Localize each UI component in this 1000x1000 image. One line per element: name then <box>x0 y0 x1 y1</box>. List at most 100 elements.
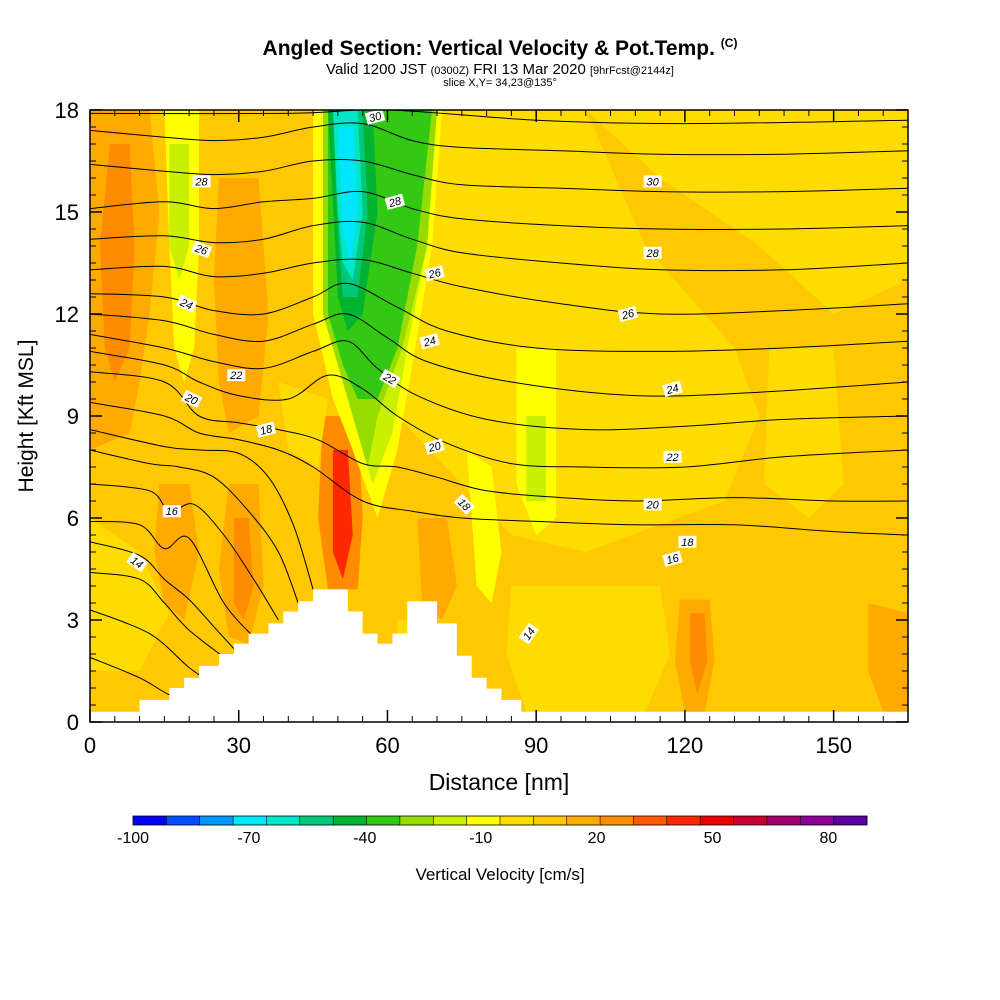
theta-label-box <box>518 622 539 645</box>
theta-label-box <box>255 421 277 438</box>
theta-label-box <box>192 175 211 188</box>
x-tick-label: 90 <box>524 733 548 758</box>
colorbar-swatch <box>533 816 568 825</box>
plot-area: 1416182022242628302826242220181430282624… <box>90 110 908 722</box>
colorbar-swatch <box>366 816 401 825</box>
colorbar-swatch <box>800 816 834 825</box>
theta-label-box <box>180 389 203 409</box>
theta-contour <box>90 350 908 469</box>
theta-label: 24 <box>662 380 683 397</box>
chart-subtitle: Valid 1200 JST (0300Z) FRI 13 Mar 2020 [… <box>0 61 1000 78</box>
theta-label: 22 <box>379 368 401 389</box>
colorbar-swatch <box>233 816 267 825</box>
colorbar-swatch <box>433 816 467 825</box>
theta-label: 26 <box>424 265 445 282</box>
theta-contour <box>90 258 908 315</box>
colorbar-swatch <box>766 816 801 825</box>
theta-label: 22 <box>663 450 682 464</box>
theta-label-box <box>643 175 662 188</box>
colorbar-tick-label: -10 <box>469 830 492 847</box>
colorbar-tick-label: 20 <box>588 830 606 847</box>
y-tick-label: 6 <box>67 506 79 531</box>
theta-label-text: 20 <box>426 440 443 455</box>
velocity-region <box>689 613 708 695</box>
theta-label: 26 <box>617 305 639 323</box>
chart-title-text: Angled Section: Vertical Velocity & Pot.… <box>262 37 715 60</box>
theta-label-box <box>364 110 386 125</box>
slice-label: slice X,Y= 34,23@135° <box>443 77 557 89</box>
theta-label-box <box>379 368 401 389</box>
x-tick-label: 150 <box>815 733 852 758</box>
colorbar-swatch <box>633 816 668 825</box>
y-tick-label: 18 <box>55 98 79 123</box>
theta-label-text: 18 <box>259 423 275 438</box>
theta-label-box <box>227 369 246 382</box>
colorbar-swatch <box>833 816 868 825</box>
colorbar-swatch <box>266 816 301 825</box>
x-tick-label: 60 <box>375 733 399 758</box>
theta-contour <box>90 371 908 502</box>
theta-label-box <box>663 450 682 463</box>
theta-label: 20 <box>424 438 445 455</box>
theta-label-text: 18 <box>681 537 694 549</box>
theta-label-box <box>191 240 213 259</box>
theta-label-text: 26 <box>192 242 209 258</box>
theta-label-text: 30 <box>647 176 660 188</box>
theta-contour <box>90 122 908 156</box>
theta-label-text: 24 <box>177 296 194 312</box>
x-axis-label: Distance [nm] <box>429 769 570 795</box>
theta-contour <box>90 110 908 125</box>
theta-contour <box>90 313 908 397</box>
theta-label-box <box>662 380 683 397</box>
colorbar-swatch <box>666 816 701 825</box>
colorbar-tick-label: 80 <box>819 830 837 847</box>
velocity-region <box>337 127 358 263</box>
theta-label: 22 <box>227 369 246 382</box>
theta-contour <box>90 190 908 230</box>
theta-label: 18 <box>255 421 277 438</box>
terrain <box>90 589 908 722</box>
theta-label-text: 14 <box>521 626 538 643</box>
theta-label: 18 <box>678 535 697 549</box>
colorbar-swatch <box>399 816 434 825</box>
colorbar-swatch <box>733 816 768 825</box>
chart-title: Angled Section: Vertical Velocity & Pot.… <box>0 36 1000 61</box>
x-tick-label: 120 <box>667 733 704 758</box>
y-axis-label: Height [Kft MSL] <box>15 340 38 493</box>
velocity-region <box>332 450 353 580</box>
theta-label-text: 30 <box>368 110 384 125</box>
theta-contour <box>90 282 908 352</box>
theta-label: 14 <box>518 622 539 645</box>
theta-label-text: 16 <box>665 552 681 567</box>
colorbar-swatch <box>199 816 234 825</box>
colorbar-swatch <box>299 816 334 825</box>
subtitle-forecast: [9hrFcst@2144z] <box>590 65 674 77</box>
y-tick-label: 15 <box>55 200 79 225</box>
theta-label-box <box>678 535 697 548</box>
y-tick-label: 0 <box>67 710 79 735</box>
velocity-region <box>506 586 671 712</box>
theta-label-box <box>126 552 148 573</box>
theta-label-box <box>384 193 406 210</box>
y-tick-label: 12 <box>55 302 79 327</box>
velocity-region <box>585 110 908 314</box>
colorbar-tick-label: -70 <box>237 830 260 847</box>
theta-contour <box>90 159 908 193</box>
subtitle-utc: (0300Z) <box>430 65 470 77</box>
subtitle-valid: Valid 1200 JST <box>326 61 427 78</box>
theta-label: 28 <box>192 175 211 188</box>
velocity-region <box>213 178 269 433</box>
theta-label-text: 24 <box>664 382 680 397</box>
colorbar-tick-label: -100 <box>117 830 149 847</box>
theta-contour <box>90 449 299 604</box>
velocity-region <box>99 144 135 382</box>
velocity-region <box>154 484 200 620</box>
theta-label: 28 <box>384 193 406 210</box>
theta-label-text: 16 <box>166 506 179 518</box>
chart-title-mark: (C) <box>720 36 738 50</box>
theta-label: 30 <box>364 110 386 125</box>
x-tick-label: 0 <box>84 733 96 758</box>
theta-contour <box>90 520 254 638</box>
velocity-region <box>233 518 254 620</box>
